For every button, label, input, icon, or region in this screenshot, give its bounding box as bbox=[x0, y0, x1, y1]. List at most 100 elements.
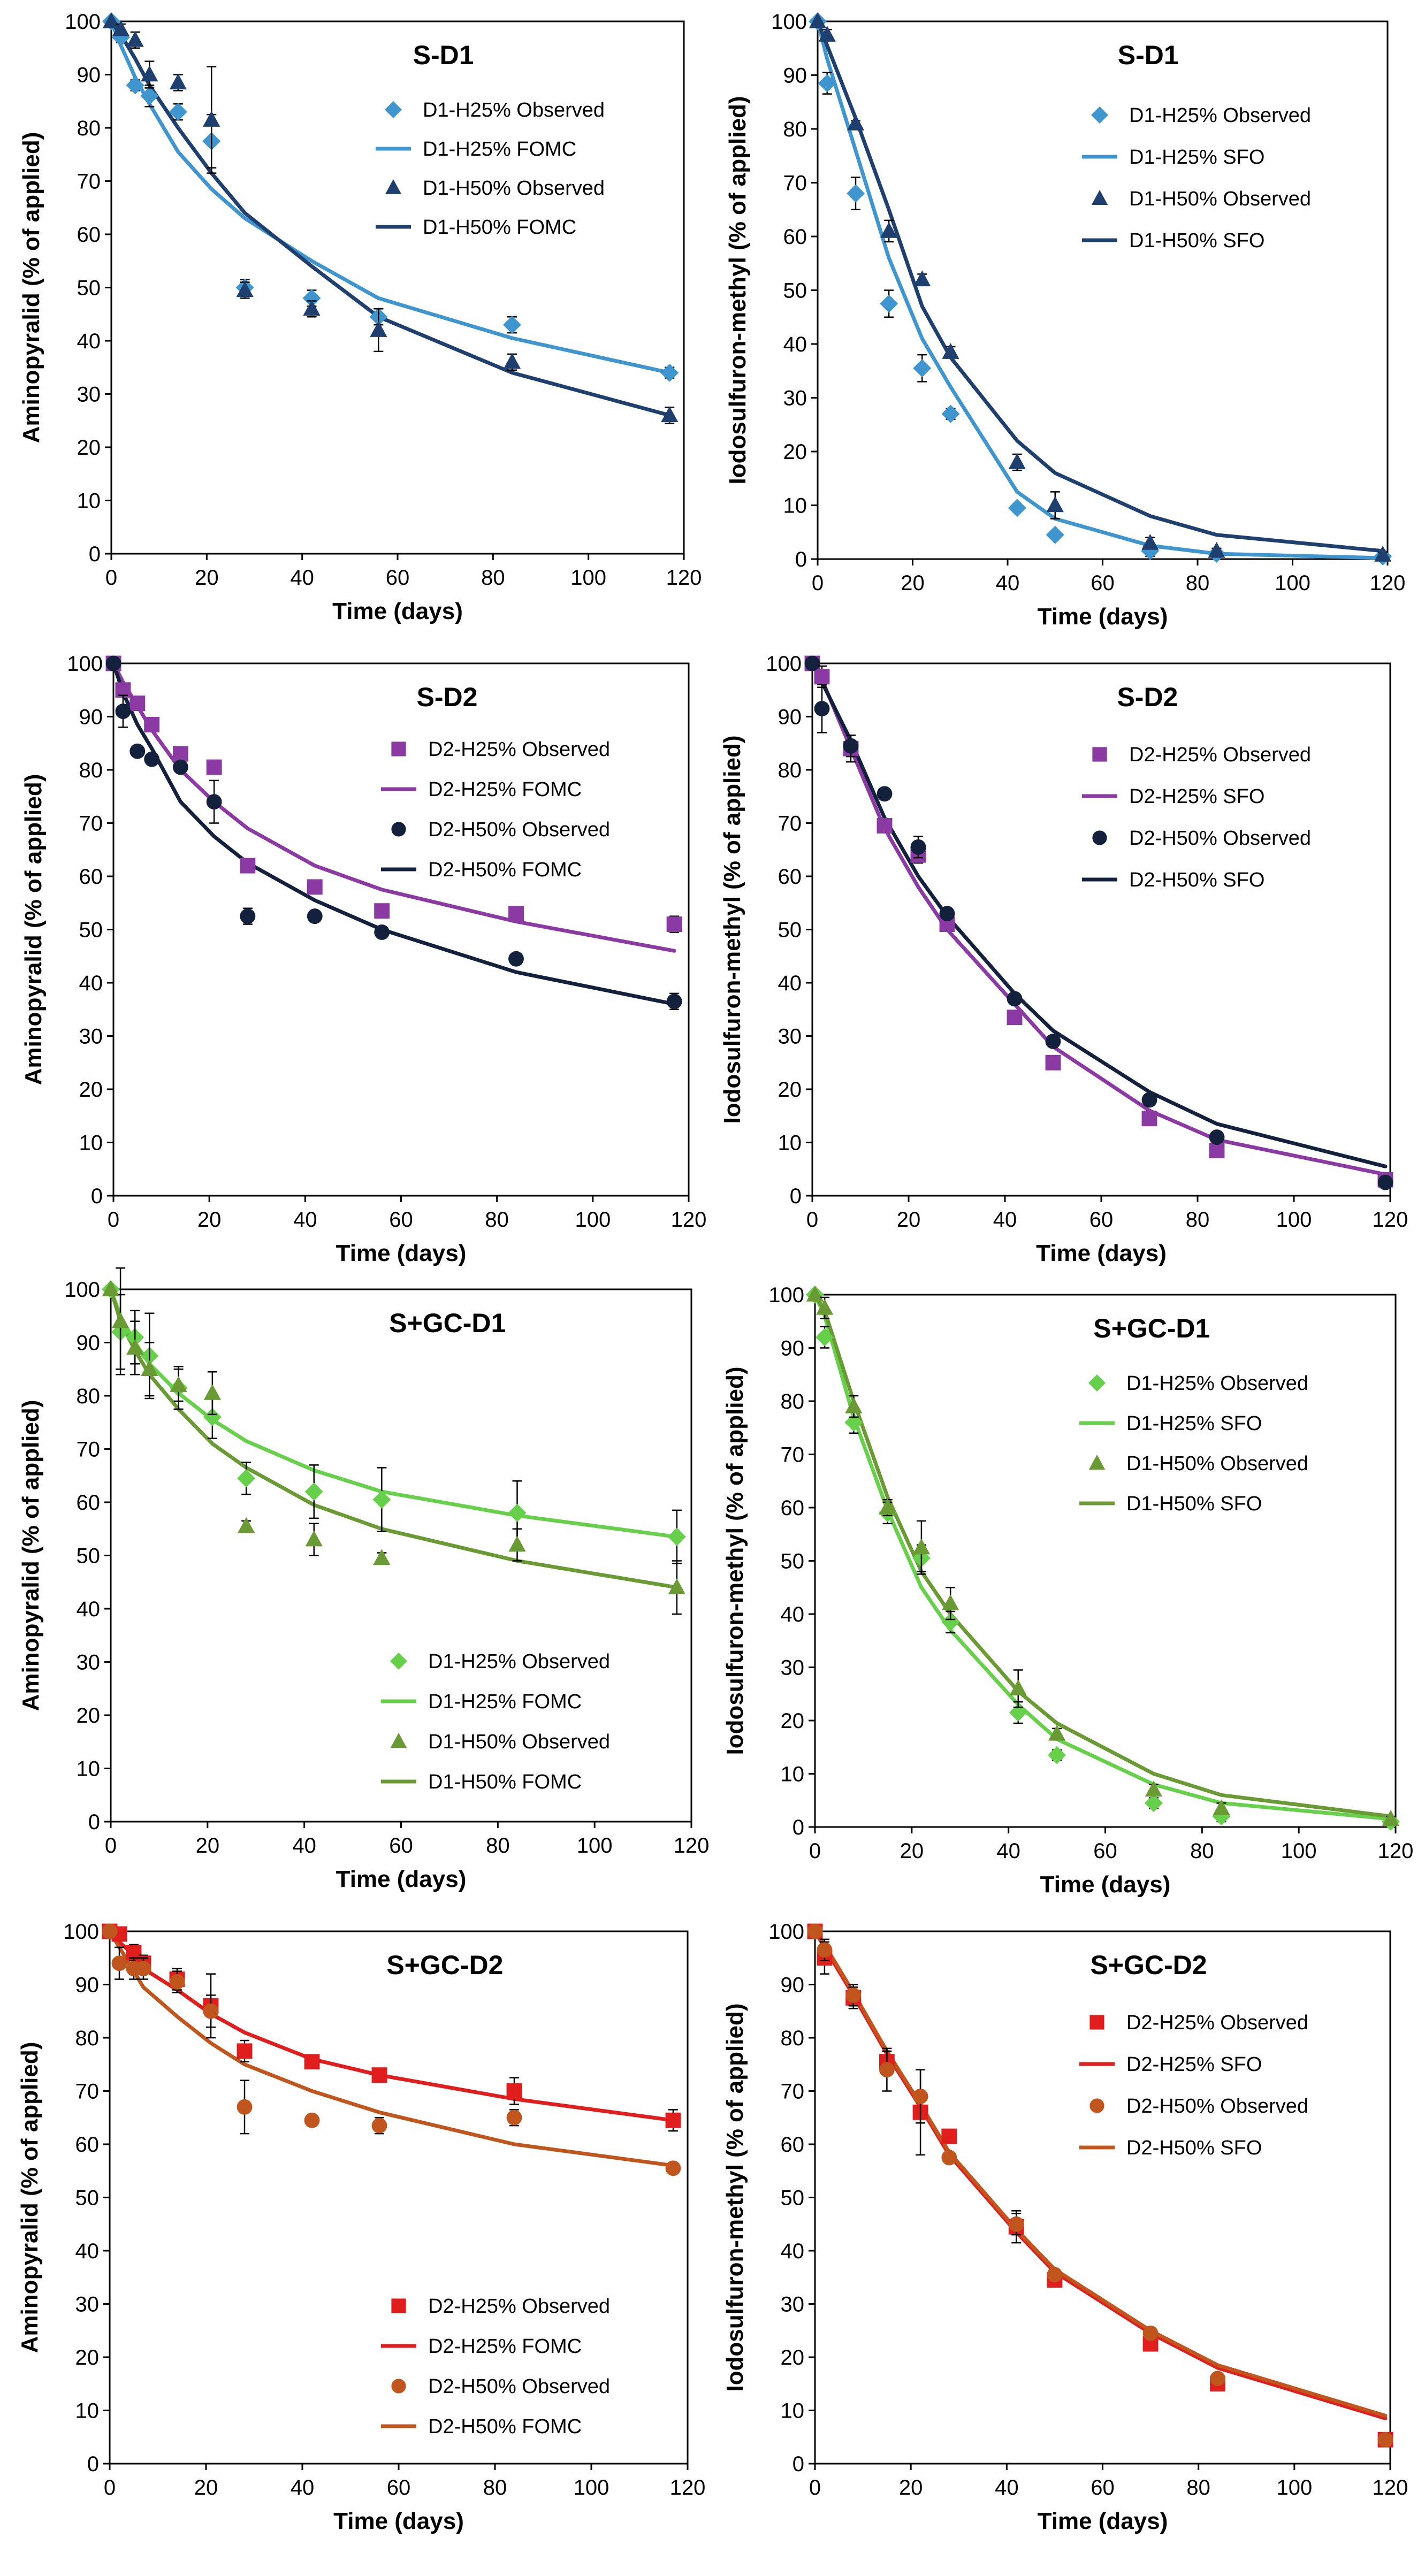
data-point bbox=[236, 281, 254, 297]
legend-marker-swatch bbox=[391, 2379, 406, 2394]
legend-item: D2-H50% SFO bbox=[1082, 869, 1264, 891]
data-point bbox=[939, 906, 955, 922]
x-axis-title: Time (days) bbox=[1036, 1240, 1167, 1266]
data-point bbox=[1209, 1129, 1225, 1145]
plot-frame bbox=[110, 1288, 692, 1823]
x-tick-label: 120 bbox=[1373, 2476, 1408, 2499]
data-point bbox=[814, 701, 830, 717]
x-tick-label: 40 bbox=[292, 1834, 316, 1858]
y-tick-label: 100 bbox=[768, 1283, 804, 1307]
legend-label: D2-H50% Observed bbox=[428, 819, 610, 841]
y-tick-label: 70 bbox=[77, 170, 101, 194]
data-point bbox=[1008, 499, 1026, 517]
data-point bbox=[304, 1482, 323, 1501]
x-tick-label: 100 bbox=[570, 566, 606, 590]
x-tick-label: 20 bbox=[196, 1834, 220, 1858]
y-tick-label: 20 bbox=[75, 2346, 100, 2369]
legend-marker-swatch bbox=[391, 2298, 406, 2313]
data-point bbox=[666, 993, 682, 1010]
chart-panel-sgc-d2-iodosulfuron: 0 10 20 30 40 50 60 70 80 90 100 0 20 40 60 80 100 120 Tim… bbox=[722, 1920, 1408, 2534]
panel-title: S-D2 bbox=[1117, 682, 1178, 712]
data-point bbox=[665, 2112, 681, 2128]
chart-panel-s-d1-aminopyralid: 0 10 20 30 40 50 60 70 80 90 100 0 20 40 60 80 100 120 Tim… bbox=[18, 10, 702, 624]
legend: D2-H25% Observed D2-H25% SFO D2-H50% Obser… bbox=[1079, 2012, 1308, 2159]
y-tick-label: 30 bbox=[77, 1651, 101, 1675]
y-tick-label: 0 bbox=[795, 548, 807, 571]
y-tick-label: 90 bbox=[77, 64, 101, 87]
data-point bbox=[1145, 1780, 1163, 1797]
y-tick-label: 100 bbox=[63, 1920, 99, 1944]
legend-marker-swatch bbox=[390, 1653, 407, 1670]
y-tick-label: 50 bbox=[778, 919, 802, 942]
legend-item: D2-H25% Observed bbox=[391, 2295, 610, 2318]
data-point bbox=[807, 1923, 823, 1939]
y-tick-label: 30 bbox=[75, 2293, 100, 2317]
series-d1-h25-sfo bbox=[816, 19, 1385, 560]
data-point bbox=[879, 1499, 896, 1515]
data-point bbox=[203, 2003, 219, 2019]
legend: D2-H25% Observed D2-H25% SFO D2-H50% Obser… bbox=[1082, 744, 1311, 891]
data-point bbox=[1141, 541, 1160, 560]
y-tick-label: 40 bbox=[77, 330, 101, 353]
data-point bbox=[665, 2160, 681, 2176]
y-tick-label: 40 bbox=[778, 972, 802, 995]
y-tick-label: 0 bbox=[89, 542, 101, 566]
x-tick-label: 40 bbox=[293, 1208, 317, 1232]
y-axis-title: Iodosulfuron-methyl (% of applied) bbox=[725, 96, 751, 485]
y-tick-label: 30 bbox=[79, 1025, 103, 1049]
legend-marker-swatch bbox=[1089, 2098, 1104, 2113]
y-axis-title: Aminopyralid (% of applied) bbox=[17, 2042, 43, 2353]
y-tick-label: 90 bbox=[778, 706, 802, 729]
data-point bbox=[1144, 1794, 1163, 1813]
legend: D1-H25% Observed D1-H25% SFO D1-H50% Obser… bbox=[1079, 1372, 1308, 1515]
y-tick-label: 10 bbox=[77, 490, 101, 513]
legend-label: D2-H25% Observed bbox=[1129, 744, 1311, 766]
data-point bbox=[818, 26, 836, 42]
panel-title: S-D1 bbox=[413, 40, 474, 70]
legend: D1-H25% Observed D1-H25% SFO D1-H50% Obser… bbox=[1082, 104, 1311, 252]
x-tick-label: 80 bbox=[486, 1834, 510, 1858]
data-point bbox=[102, 1280, 120, 1296]
legend-item: D1-H50% FOMC bbox=[381, 1771, 582, 1793]
y-tick-label: 10 bbox=[781, 2399, 805, 2423]
x-axis-title: Time (days) bbox=[1040, 1871, 1171, 1898]
y-tick-label: 30 bbox=[77, 383, 101, 407]
legend-label: D1-H50% SFO bbox=[1126, 1493, 1262, 1515]
legend: D1-H25% Observed D1-H25% FOMC D1-H50% Obse… bbox=[376, 99, 605, 239]
data-point bbox=[913, 359, 932, 378]
series-d2-h50-observed bbox=[105, 655, 682, 1010]
x-tick-label: 100 bbox=[1276, 2476, 1312, 2499]
x-tick-label: 100 bbox=[577, 1834, 613, 1858]
y-axis-title: Aminopyralid (% of applied) bbox=[20, 774, 47, 1086]
y-tick-label: 90 bbox=[79, 706, 103, 729]
legend-item: D2-H50% Observed bbox=[391, 819, 610, 841]
data-point bbox=[373, 1549, 391, 1565]
x-tick-label: 20 bbox=[900, 1839, 924, 1863]
x-tick-label: 20 bbox=[897, 1208, 921, 1232]
data-point bbox=[1045, 1034, 1061, 1049]
data-point bbox=[508, 1503, 527, 1522]
data-point bbox=[172, 759, 188, 775]
data-point bbox=[506, 2083, 522, 2099]
data-point bbox=[910, 839, 926, 855]
data-point bbox=[1009, 1679, 1027, 1696]
fit-line bbox=[816, 19, 1385, 560]
legend-item: D2-H25% SFO bbox=[1079, 2053, 1262, 2076]
data-point bbox=[508, 951, 524, 967]
x-tick-label: 100 bbox=[1281, 1839, 1317, 1863]
legend-marker-swatch bbox=[1091, 190, 1108, 205]
legend-label: D1-H50% Observed bbox=[1126, 1453, 1308, 1475]
legend-label: D1-H25% Observed bbox=[1129, 104, 1311, 127]
y-tick-label: 60 bbox=[77, 223, 101, 247]
data-point bbox=[814, 669, 830, 685]
data-point bbox=[847, 114, 865, 131]
legend-marker-swatch bbox=[1088, 1374, 1106, 1392]
legend-item: D1-H25% Observed bbox=[1088, 1372, 1308, 1395]
data-point bbox=[126, 30, 144, 47]
y-tick-label: 100 bbox=[766, 652, 802, 676]
plot-frame bbox=[109, 1930, 689, 2465]
data-point bbox=[1141, 1111, 1157, 1127]
y-tick-label: 50 bbox=[783, 279, 807, 303]
legend-label: D2-H25% FOMC bbox=[428, 778, 582, 801]
data-point bbox=[1374, 545, 1392, 562]
